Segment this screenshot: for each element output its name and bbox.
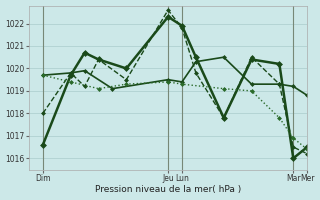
X-axis label: Pression niveau de la mer( hPa ): Pression niveau de la mer( hPa ) bbox=[95, 185, 241, 194]
